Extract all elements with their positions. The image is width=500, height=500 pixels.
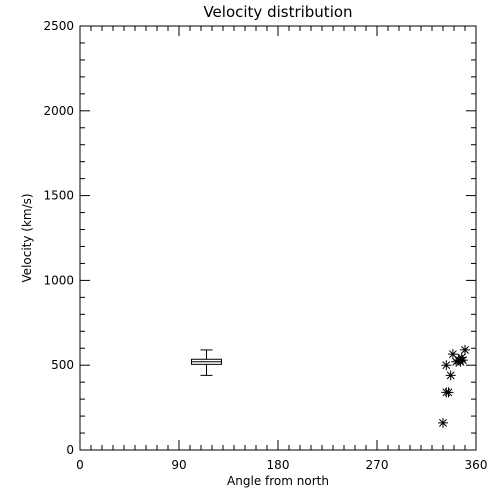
scatter-point (456, 352, 467, 363)
plot-frame (79, 25, 477, 451)
x-tick-label: 180 (267, 458, 290, 472)
scatter-point (447, 349, 458, 360)
scatter-point (441, 360, 452, 371)
x-tick-label: 0 (76, 458, 84, 472)
y-axis-label: Velocity (km/s) (20, 193, 34, 282)
scatter-point (443, 387, 454, 398)
axis-ticks (79, 25, 477, 451)
x-axis-label: Angle from north (227, 474, 329, 488)
scatter-point (445, 370, 456, 381)
chart-title: Velocity distribution (203, 3, 352, 21)
y-tick-label: 1500 (43, 189, 74, 203)
y-tick-label: 0 (66, 443, 74, 457)
tick-labels: 0 90 180 270 360 0 500 1000 1500 2000 2500 (43, 19, 487, 472)
scatter-point (460, 344, 470, 355)
y-tick-label: 2000 (43, 104, 74, 118)
y-tick-label: 2500 (43, 19, 74, 33)
x-tick-label: 360 (465, 458, 488, 472)
y-tick-label: 500 (51, 358, 74, 372)
scatter-point (457, 355, 468, 366)
scatter-points (438, 344, 470, 428)
y-tick-label: 1000 (43, 273, 74, 287)
x-tick-label: 90 (171, 458, 186, 472)
scatter-point (438, 417, 448, 428)
x-tick-label: 270 (366, 458, 389, 472)
velocity-boxplot (191, 349, 222, 376)
